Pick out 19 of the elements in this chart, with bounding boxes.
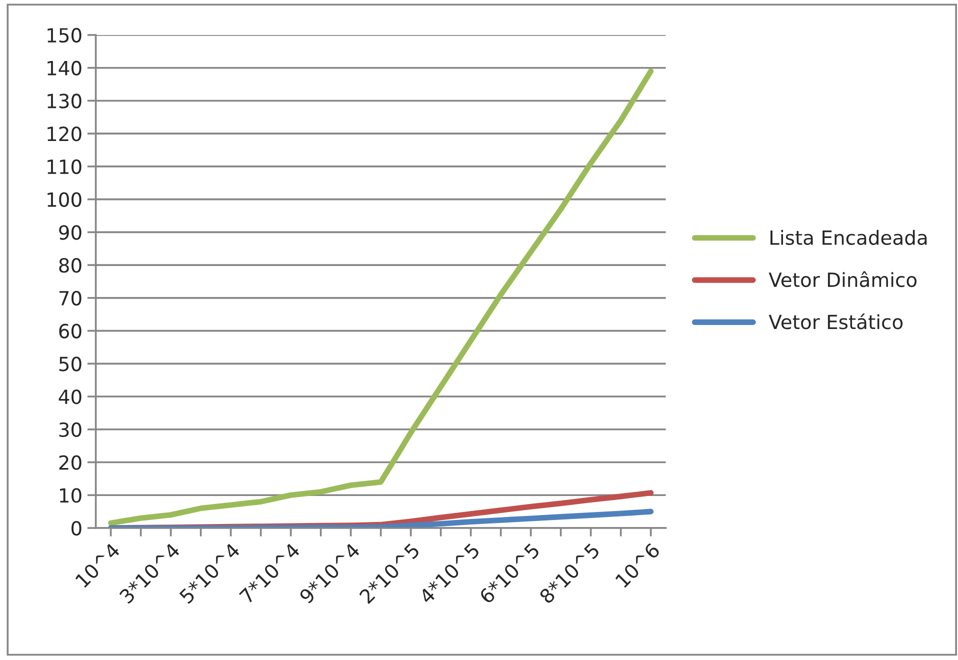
y-tick-label: 140 — [48, 60, 82, 76]
y-tick-label: 30 — [59, 422, 82, 438]
y-tick-label: 110 — [48, 159, 82, 174]
y-tick-label: 60 — [59, 324, 82, 338]
legend-label: Vetor Dinâmico — [768, 271, 917, 288]
y-tick-label: 10 — [60, 488, 82, 503]
y-tick-label: 90 — [59, 225, 82, 240]
y-tick-label: 100 — [48, 192, 82, 207]
y-tick-label: 0 — [72, 520, 82, 536]
y-tick-label: 80 — [59, 258, 82, 273]
legend-label: Vetor Estático — [768, 313, 903, 330]
y-tick-label: 120 — [48, 126, 82, 142]
y-tick-label: 130 — [48, 94, 82, 108]
y-tick-label: 150 — [48, 28, 82, 43]
y-tick-label: 70 — [59, 290, 82, 306]
y-tick-label: 50 — [59, 356, 82, 372]
y-tick-label: 40 — [58, 389, 82, 404]
legend-label: Lista Encadeada — [770, 230, 927, 245]
y-tick-label: 20 — [59, 455, 82, 470]
